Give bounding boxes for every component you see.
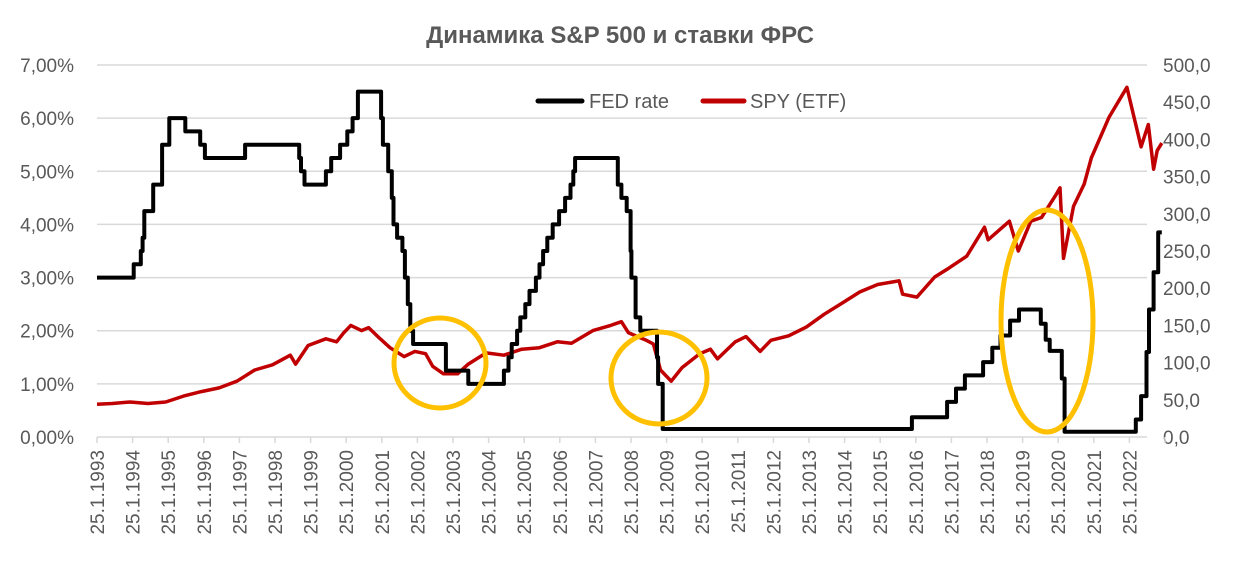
gridlines (97, 64, 1147, 438)
x-tick-label: 25.1.2006 (551, 450, 572, 535)
legend-label-spy: SPY (ETF) (750, 91, 846, 113)
x-tick-label: 25.1.2016 (907, 450, 928, 535)
y-left-tick-label: 5,00% (20, 162, 74, 183)
y-left-tick-label: 0,00% (20, 428, 74, 449)
y-left-tick-label: 4,00% (20, 215, 74, 236)
x-tick-label: 25.1.2018 (978, 450, 999, 535)
y-left-tick-label: 2,00% (20, 322, 74, 343)
legend-label-fed: FED rate (589, 91, 669, 113)
x-tick-label: 25.1.2008 (622, 450, 643, 535)
annotation-circle-2009 (608, 329, 710, 427)
x-tick-label: 25.1.2014 (836, 450, 857, 535)
y-right-tick-label: 150,0 (1163, 316, 1211, 337)
x-tick-label: 25.1.2019 (1014, 450, 1035, 535)
x-tick-label: 25.1.1999 (302, 450, 323, 535)
x-axis: 25.1.1993 25.1.1994 25.1.1995 25.1.1996 25.1… (88, 437, 1166, 535)
x-tick-label: 25.1.2020 (1049, 450, 1070, 535)
y-left-tick-label: 1,00% (20, 375, 74, 396)
x-tick-label: 25.1.2021 (1085, 450, 1106, 535)
y-left-tick-label: 7,00% (20, 56, 74, 77)
x-tick-label: 25.1.2011 (729, 450, 750, 533)
y-right-tick-label: 300,0 (1163, 205, 1211, 226)
x-tick-label: 25.1.2000 (337, 450, 358, 535)
y-right-tick-label: 200,0 (1163, 279, 1211, 300)
x-tick-label: 25.1.1993 (88, 450, 109, 535)
y-right-tick-label: 350,0 (1163, 168, 1211, 189)
x-tick-label: 25.1.2001 (373, 450, 394, 535)
x-tick-label: 25.1.2004 (480, 450, 501, 535)
y-right-tick-label: 0,0 (1163, 428, 1189, 449)
x-tick-label: 25.1.1995 (159, 450, 180, 535)
legend: FED rate SPY (ETF) (535, 91, 846, 113)
y-axis-right: 0,0 50,0 100,0 150,0 200,0 250,0 300,0 350,0 400… (1163, 56, 1211, 449)
x-tick-label: 25.1.2007 (586, 450, 607, 535)
y-right-tick-label: 50,0 (1163, 391, 1200, 412)
x-tick-label: 25.1.2005 (515, 450, 536, 535)
x-tick-label: 25.1.2003 (444, 450, 465, 535)
y-right-tick-label: 250,0 (1163, 242, 1211, 263)
y-right-tick-label: 100,0 (1163, 354, 1211, 375)
annotation-circle-2020 (998, 207, 1096, 435)
x-tick-label: 25.1.2009 (658, 450, 679, 535)
x-tick-label: 25.1.2022 (1120, 450, 1141, 535)
y-axis-left: 0,00% 1,00% 2,00% 3,00% 4,00% 5,00% 6,00% 7,00% (20, 56, 74, 449)
y-right-tick-label: 400,0 (1163, 130, 1211, 151)
y-right-tick-label: 500,0 (1163, 56, 1211, 77)
fed-rate-line (97, 89, 1162, 434)
x-tick-label: 25.1.1997 (230, 450, 251, 535)
x-tick-label: 25.1.1996 (195, 450, 216, 535)
x-tick-label: 25.1.2017 (942, 450, 963, 535)
x-tick-label: 25.1.2015 (871, 450, 892, 535)
y-left-tick-label: 3,00% (20, 269, 74, 290)
x-tick-label: 25.1.1998 (266, 450, 287, 535)
series-lines (96, 85, 1164, 434)
x-tick-label: 25.1.1994 (124, 450, 145, 535)
x-tick-label: 25.1.2013 (800, 450, 821, 535)
x-tick-label: 25.1.2012 (764, 450, 785, 535)
x-tick-label: 25.1.2002 (408, 450, 429, 535)
y-left-tick-label: 6,00% (20, 109, 74, 130)
x-tick-label: 25.1.2010 (693, 450, 714, 535)
chart-title: Динамика S&P 500 и ставки ФРС (426, 22, 814, 49)
annotation-circle-2003 (391, 315, 489, 411)
y-right-tick-label: 450,0 (1163, 93, 1211, 114)
annotation-circles (391, 207, 1096, 435)
